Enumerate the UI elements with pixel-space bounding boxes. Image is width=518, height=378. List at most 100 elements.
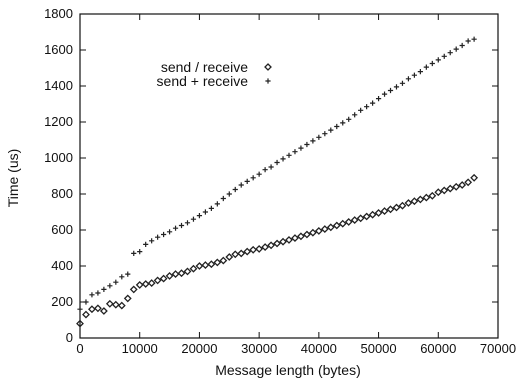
data-point xyxy=(195,262,204,270)
data-point xyxy=(159,274,168,283)
data-point xyxy=(268,164,274,170)
data-point xyxy=(393,84,400,90)
data-point xyxy=(332,221,341,230)
data-point xyxy=(422,193,431,202)
data-point xyxy=(285,235,293,244)
data-point xyxy=(95,290,101,296)
y-tick-label: 1000 xyxy=(44,150,73,165)
data-point xyxy=(113,279,119,285)
data-point xyxy=(262,167,268,173)
data-point xyxy=(213,258,222,267)
data-point xyxy=(334,123,340,130)
data-point xyxy=(440,186,449,195)
data-point xyxy=(111,300,120,309)
data-point xyxy=(249,245,258,254)
y-tick-label: 200 xyxy=(51,294,73,309)
data-point xyxy=(219,256,228,265)
data-point xyxy=(453,46,459,52)
data-point xyxy=(435,57,441,63)
x-tick-label: 20000 xyxy=(181,341,217,356)
data-point xyxy=(207,260,216,269)
y-tick-label: 1800 xyxy=(44,6,73,21)
data-point xyxy=(399,80,406,86)
data-point xyxy=(129,285,138,294)
data-point xyxy=(225,253,234,261)
data-point xyxy=(310,138,316,144)
data-point xyxy=(77,306,83,312)
data-point xyxy=(117,301,126,310)
data-point xyxy=(99,307,108,315)
data-point xyxy=(368,210,377,219)
data-point xyxy=(417,69,423,75)
data-point xyxy=(280,156,286,162)
data-point xyxy=(261,243,270,252)
legend: send / receive send + receive xyxy=(157,59,272,89)
data-point xyxy=(411,72,417,78)
y-tick-label: 800 xyxy=(51,186,73,201)
data-point xyxy=(428,191,437,200)
data-point xyxy=(410,197,419,206)
data-point xyxy=(286,152,292,158)
data-point xyxy=(125,271,131,277)
data-point xyxy=(89,292,95,298)
data-point xyxy=(107,283,113,289)
data-point xyxy=(123,294,132,303)
legend-label-send-receive: send / receive xyxy=(161,59,248,75)
data-point xyxy=(231,250,240,259)
data-point xyxy=(137,249,143,255)
data-point xyxy=(356,214,365,223)
data-point xyxy=(314,226,323,235)
data-point xyxy=(298,145,304,151)
data-point xyxy=(88,305,96,314)
data-point xyxy=(149,238,155,244)
data-point xyxy=(141,280,150,288)
x-tick-label: 30000 xyxy=(241,341,277,356)
data-point xyxy=(465,38,471,44)
data-point xyxy=(338,219,347,228)
data-point xyxy=(346,116,352,122)
data-point xyxy=(177,269,186,278)
data-point xyxy=(256,171,262,177)
data-point xyxy=(214,201,220,207)
data-point xyxy=(370,100,376,106)
x-tick-label: 0 xyxy=(76,341,83,356)
data-point xyxy=(416,195,425,204)
data-point xyxy=(183,267,192,276)
x-tick-label: 60000 xyxy=(420,341,456,356)
data-point xyxy=(292,149,298,155)
data-point xyxy=(171,270,180,279)
series-layer xyxy=(76,36,479,328)
legend-marker-plus xyxy=(265,78,271,84)
x-tick-label: 70000 xyxy=(480,341,516,356)
data-point xyxy=(387,87,394,94)
data-point xyxy=(470,173,479,182)
data-point xyxy=(326,223,335,232)
data-point xyxy=(358,107,364,113)
data-point xyxy=(429,60,435,67)
x-tick-label: 40000 xyxy=(301,341,337,356)
data-point xyxy=(302,230,311,239)
data-point xyxy=(153,276,162,285)
data-point xyxy=(82,310,90,319)
data-point xyxy=(297,232,305,241)
data-point xyxy=(446,184,455,193)
data-point xyxy=(362,212,371,221)
data-point xyxy=(250,175,256,181)
y-tick-label: 600 xyxy=(51,222,73,237)
data-point xyxy=(201,261,210,270)
data-point xyxy=(189,264,198,273)
data-point xyxy=(316,134,322,140)
plot-frame xyxy=(79,13,499,339)
data-point xyxy=(226,191,232,197)
data-point xyxy=(375,96,382,102)
data-point xyxy=(350,216,359,225)
data-point xyxy=(83,299,89,305)
data-point xyxy=(374,208,383,217)
data-point xyxy=(386,205,395,214)
data-point xyxy=(291,234,299,243)
data-point xyxy=(105,299,114,308)
y-tick-label: 400 xyxy=(51,258,73,273)
data-point xyxy=(166,229,173,235)
data-point xyxy=(119,274,125,280)
